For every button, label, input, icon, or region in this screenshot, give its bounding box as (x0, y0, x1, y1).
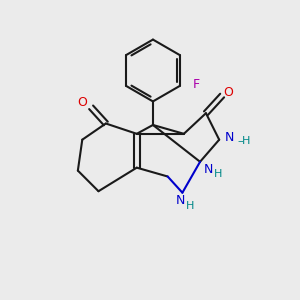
Text: H: H (186, 201, 194, 211)
Text: O: O (77, 96, 87, 110)
Text: F: F (192, 78, 200, 91)
Text: N: N (176, 194, 186, 207)
Text: H: H (242, 136, 250, 146)
Text: H: H (214, 169, 222, 179)
Text: N: N (204, 163, 214, 176)
Text: N: N (225, 131, 234, 144)
Text: O: O (224, 86, 234, 99)
Text: –: – (238, 136, 243, 146)
